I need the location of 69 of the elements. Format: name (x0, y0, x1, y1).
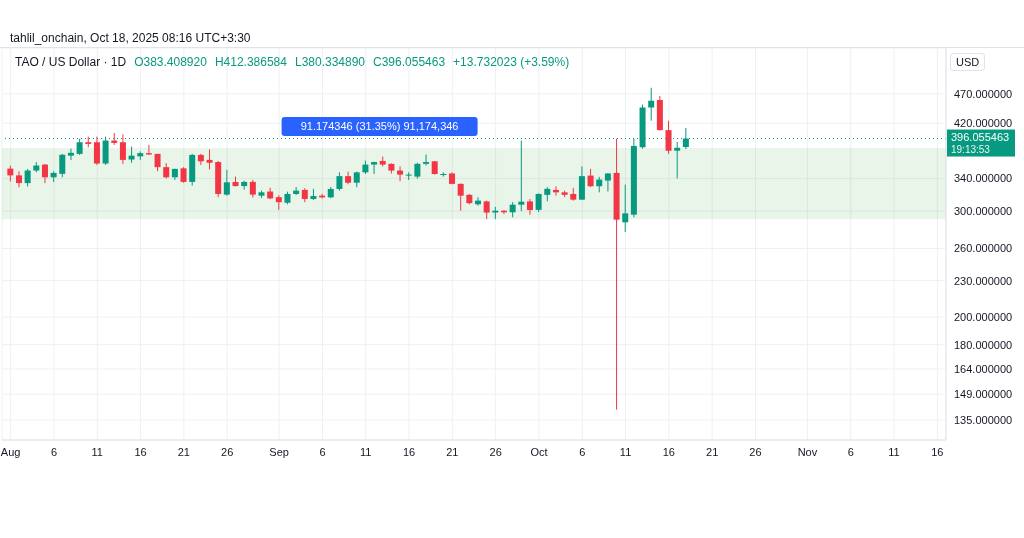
band-label: 91.174346 (31.35%) 91,174,346 (300, 120, 459, 133)
candlestick (457, 182, 464, 212)
y-tick-label: 470.000000 (954, 87, 1013, 100)
candlestick (578, 165, 585, 201)
candlestick (15, 170, 22, 188)
candlestick (665, 120, 672, 155)
candlestick (197, 153, 204, 166)
x-tick-label: Aug (0, 445, 21, 458)
candlestick (535, 192, 542, 213)
x-tick-label: 6 (847, 445, 854, 458)
x-tick-label: 16 (134, 445, 147, 458)
y-tick-label: 260.000000 (954, 242, 1013, 255)
ref-line-label: 396.055463 (951, 130, 1010, 143)
x-tick-label: 16 (931, 445, 944, 458)
candlestick (293, 186, 300, 196)
x-tick-label: 26 (489, 445, 502, 458)
x-tick-label: 16 (402, 445, 416, 458)
y-tick-label: 200.000000 (954, 311, 1013, 324)
x-tick-label: 16 (662, 445, 675, 458)
x-tick-label: 6 (579, 445, 586, 458)
candlestick (622, 184, 629, 233)
text: TAO / US Dollar · 1D (15, 55, 127, 69)
candlestick (59, 153, 66, 178)
candlestick (41, 163, 48, 184)
x-tick-label: 11 (888, 445, 900, 458)
annotation: H412.386584 (214, 55, 287, 69)
candlestick (371, 161, 378, 175)
candlestick (440, 171, 447, 178)
x-tick-label: 26 (749, 445, 762, 458)
y-tick-label: 164.000000 (954, 362, 1013, 375)
x-tick-label: Sep (269, 445, 289, 458)
x-tick-label: 21 (177, 445, 190, 458)
annotation: L380.334890 (294, 55, 366, 69)
annotation: O383.408920 (134, 55, 207, 69)
x-tick-label: 21 (706, 445, 719, 458)
candlestick (674, 141, 681, 179)
text: tahlil_onchain, Oct 18, 2025 08:16 UTC+3:30 (10, 31, 251, 45)
candlestick (397, 165, 404, 182)
candlestick (423, 154, 430, 167)
x-tick-label: 11 (91, 445, 103, 458)
candlestick (223, 169, 230, 197)
x-tick-label: 26 (221, 445, 234, 458)
annotation: +13.732023 (+3.59%) (453, 55, 570, 69)
candlestick (145, 144, 152, 156)
x-tick-label: Nov (797, 445, 818, 458)
y-tick-label: 300.000000 (954, 205, 1013, 218)
y-tick-label: 230.000000 (954, 274, 1013, 287)
x-tick-label: 11 (360, 445, 372, 458)
x-tick-label: 6 (50, 445, 58, 458)
y-tick-label: 180.000000 (954, 338, 1013, 351)
candlestick (604, 172, 611, 193)
candlestick (119, 133, 126, 165)
candlestick (206, 148, 213, 170)
y-tick-label: 420.000000 (954, 117, 1013, 130)
candlestick (93, 136, 100, 166)
y-tick-label: 135.000000 (954, 413, 1013, 426)
candlestick (587, 168, 594, 188)
x-tick-label: 21 (446, 445, 459, 458)
text: 19:13:53 (951, 143, 991, 155)
y-axis-title: USD (950, 53, 986, 71)
candlestick (67, 148, 74, 161)
x-tick-label: 11 (619, 445, 632, 458)
x-tick-label: 6 (319, 445, 326, 458)
y-tick-label: 340.000000 (954, 172, 1013, 185)
candlestick (518, 140, 525, 212)
y-tick-label: 149.000000 (954, 387, 1013, 400)
x-tick-label: Oct (530, 445, 548, 458)
candlestick (336, 171, 343, 192)
annotation: C396.055463 (373, 55, 446, 69)
